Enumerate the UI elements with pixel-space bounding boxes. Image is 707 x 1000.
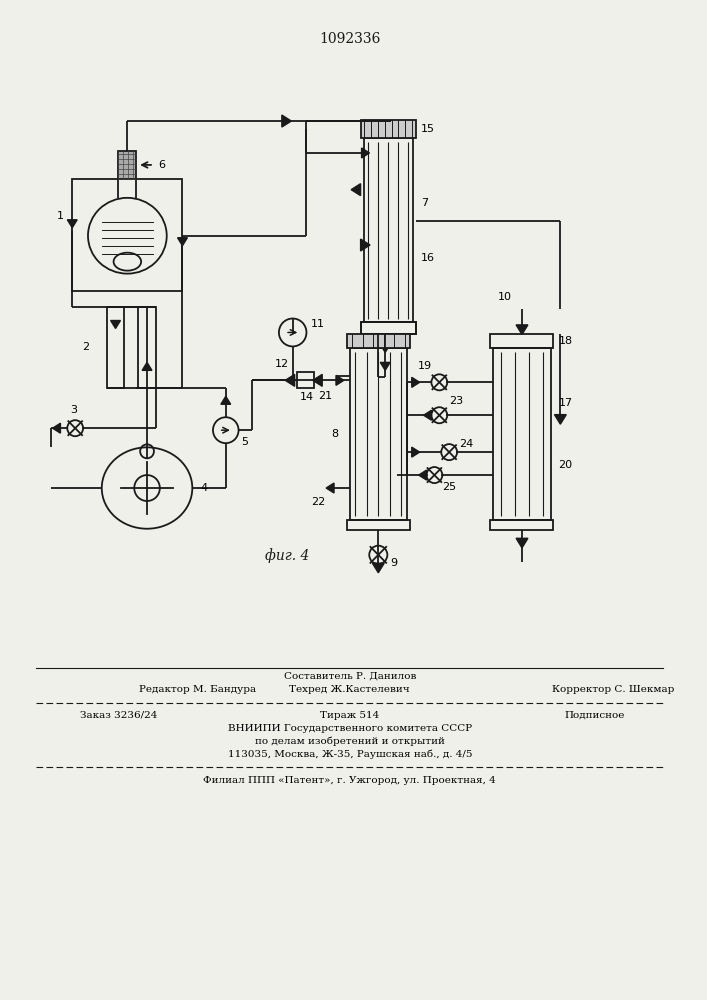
Bar <box>491 520 554 530</box>
Bar <box>493 348 551 520</box>
Text: 19: 19 <box>418 361 432 371</box>
Text: 16: 16 <box>421 253 435 263</box>
Text: по делам изобретений и открытий: по делам изобретений и открытий <box>255 737 445 746</box>
Text: 6: 6 <box>158 160 165 170</box>
Text: 1: 1 <box>57 211 64 221</box>
Text: 20: 20 <box>559 460 573 470</box>
Polygon shape <box>373 563 384 573</box>
Text: Заказ 3236/24: Заказ 3236/24 <box>80 711 158 720</box>
Polygon shape <box>285 374 295 386</box>
Bar <box>491 334 554 348</box>
Polygon shape <box>142 362 152 370</box>
Text: Подписное: Подписное <box>564 711 625 720</box>
Polygon shape <box>110 320 120 328</box>
Text: фиг. 4: фиг. 4 <box>264 548 309 563</box>
Polygon shape <box>380 362 390 370</box>
Text: 7: 7 <box>421 198 428 208</box>
Polygon shape <box>336 375 344 385</box>
Text: Редактор М. Бандура: Редактор М. Бандура <box>139 685 257 694</box>
Polygon shape <box>52 423 60 433</box>
Text: 1092336: 1092336 <box>319 32 380 46</box>
Text: Филиал ППП «Патент», г. Ужгород, ул. Проектная, 4: Филиал ППП «Патент», г. Ужгород, ул. Про… <box>204 776 496 785</box>
Text: 10: 10 <box>498 292 511 302</box>
Text: 3: 3 <box>70 405 77 415</box>
Text: Корректор С. Шекмар: Корректор С. Шекмар <box>552 685 675 694</box>
Text: 8: 8 <box>331 429 338 439</box>
Polygon shape <box>554 415 566 424</box>
Text: 9: 9 <box>390 558 397 568</box>
Text: 12: 12 <box>274 359 288 369</box>
Polygon shape <box>361 148 370 158</box>
Bar <box>107 307 124 388</box>
Text: 4: 4 <box>200 483 207 493</box>
Polygon shape <box>177 238 187 246</box>
Text: 24: 24 <box>459 439 473 449</box>
Polygon shape <box>423 410 431 420</box>
Text: 21: 21 <box>318 391 332 401</box>
Text: Тираж 514: Тираж 514 <box>320 711 380 720</box>
Text: 18: 18 <box>559 336 573 346</box>
Polygon shape <box>282 115 291 127</box>
Bar <box>363 138 413 322</box>
Text: ВНИИПИ Государственного комитета СССР: ВНИИПИ Государственного комитета СССР <box>228 724 472 733</box>
Polygon shape <box>411 377 420 387</box>
Bar <box>72 179 182 291</box>
Text: 15: 15 <box>421 124 435 134</box>
Polygon shape <box>419 470 426 480</box>
Text: Техред Ж.Кастелевич: Техред Ж.Кастелевич <box>289 685 410 694</box>
Text: Составитель Р. Данилов: Составитель Р. Данилов <box>284 672 416 681</box>
Text: 5: 5 <box>242 437 249 447</box>
Bar <box>350 348 407 520</box>
Bar <box>297 372 315 388</box>
Text: 11: 11 <box>310 319 325 329</box>
Polygon shape <box>326 483 334 493</box>
Polygon shape <box>516 325 528 334</box>
Bar <box>361 322 416 334</box>
Polygon shape <box>516 538 528 548</box>
Bar <box>361 120 416 138</box>
Bar <box>347 520 410 530</box>
Polygon shape <box>351 184 361 196</box>
Bar <box>119 151 136 179</box>
Polygon shape <box>379 343 391 352</box>
Polygon shape <box>67 220 77 228</box>
Bar <box>138 307 156 388</box>
Text: 17: 17 <box>559 398 573 408</box>
Bar <box>347 334 410 348</box>
Text: 22: 22 <box>311 497 325 507</box>
Polygon shape <box>361 239 370 251</box>
Text: 113035, Москва, Ж-35, Раушская наб., д. 4/5: 113035, Москва, Ж-35, Раушская наб., д. … <box>228 750 472 759</box>
Text: 14: 14 <box>299 392 313 402</box>
Polygon shape <box>221 396 230 404</box>
Bar <box>361 322 416 334</box>
Polygon shape <box>411 447 420 457</box>
Text: 23: 23 <box>449 396 463 406</box>
Text: 2: 2 <box>82 342 89 352</box>
Text: 25: 25 <box>443 482 457 492</box>
Polygon shape <box>312 374 322 386</box>
